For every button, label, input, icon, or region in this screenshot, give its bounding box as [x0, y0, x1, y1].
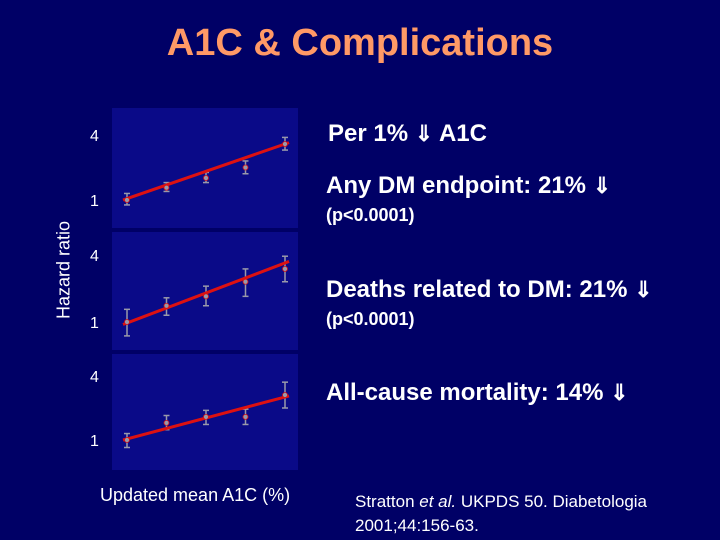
- data-point: [124, 197, 130, 203]
- panel-1-label: Any DM endpoint: 21%: [326, 172, 587, 199]
- plot-area: [112, 232, 298, 350]
- chart-panel-3: 41: [90, 354, 298, 470]
- panel-1-annotation: Any DM endpoint: 21% ⇓: [326, 172, 611, 200]
- plot-area: [112, 108, 298, 228]
- data-point: [124, 319, 130, 325]
- data-point: [242, 413, 249, 420]
- fit-line: [122, 260, 290, 326]
- citation: Stratton et al. UKPDS 50. Diabetologia 2…: [355, 490, 647, 538]
- down-arrow-icon: ⇓: [592, 173, 612, 198]
- data-point: [124, 437, 130, 443]
- citation-authors: Stratton: [355, 492, 420, 511]
- panel-2-pvalue: (p<0.0001): [326, 309, 415, 329]
- data-point: [203, 413, 209, 420]
- down-arrow-icon: ⇓: [414, 121, 434, 146]
- data-point: [282, 141, 288, 147]
- panel-3-label: All-cause mortality: 14%: [326, 379, 604, 406]
- citation-et-al: et al.: [419, 492, 457, 511]
- data-point: [282, 392, 288, 398]
- citation-volume: 2001;44:156-63.: [355, 516, 479, 535]
- panel-3-annotation: All-cause mortality: 14% ⇓: [326, 379, 629, 407]
- panel-2-annotation: Deaths related to DM: 21% ⇓: [326, 276, 653, 304]
- y-tick-label: 1: [90, 193, 99, 210]
- data-point: [203, 175, 209, 181]
- panel-1-pvalue: (p<0.0001): [326, 205, 415, 225]
- chart-panel-1: 41: [90, 108, 298, 228]
- data-point: [163, 302, 170, 309]
- header-annotation-suffix: A1C: [438, 120, 487, 147]
- data-point: [242, 164, 249, 171]
- x-axis-label: Updated mean A1C (%): [100, 485, 291, 505]
- panel-2-label: Deaths related to DM: 21%: [326, 276, 628, 303]
- data-point: [203, 293, 209, 300]
- data-point: [163, 184, 170, 191]
- down-arrow-icon: ⇓: [634, 277, 653, 302]
- fit-line: [122, 141, 290, 202]
- data-point: [242, 278, 249, 285]
- data-point: [282, 266, 288, 272]
- header-annotation-text: Per 1%: [328, 120, 409, 147]
- y-tick-label: 4: [90, 128, 99, 145]
- data-point: [163, 419, 170, 426]
- down-arrow-icon: ⇓: [610, 380, 629, 405]
- y-tick-label: 1: [90, 315, 99, 332]
- header-annotation: Per 1% ⇓ A1C: [328, 120, 487, 148]
- citation-journal: UKPDS 50. Diabetologia: [456, 492, 648, 511]
- plot-area: [112, 354, 298, 470]
- y-tick-label: 1: [90, 433, 99, 450]
- chart-panel-2: 41: [90, 232, 298, 350]
- y-tick-label: 4: [90, 248, 99, 265]
- y-tick-label: 4: [90, 369, 99, 386]
- slide-title: A1C & Complications: [166, 22, 554, 64]
